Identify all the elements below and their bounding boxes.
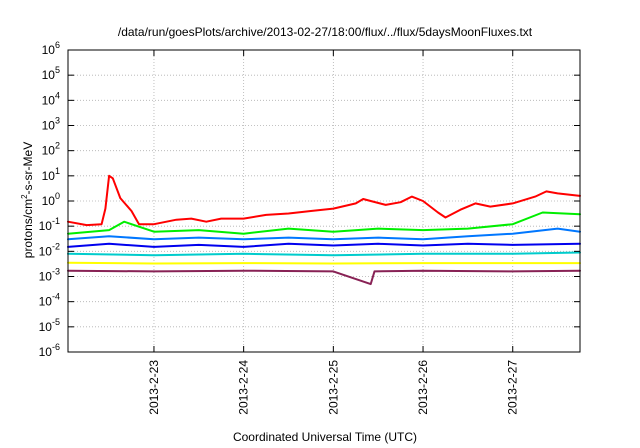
x-tick-label: 2013-2-26 xyxy=(416,360,430,415)
y-tick-label: 10-6 xyxy=(39,342,60,359)
y-tick-label: 106 xyxy=(42,40,60,57)
y-tick-label: 10-2 xyxy=(39,241,60,258)
y-tick-label: 104 xyxy=(42,90,60,107)
x-axis-title: Coordinated Universal Time (UTC) xyxy=(233,430,417,444)
series-group xyxy=(67,174,581,286)
y-tick-label: 10-4 xyxy=(39,292,60,309)
y-tick-label: 105 xyxy=(42,65,60,82)
series-line-3 xyxy=(67,227,581,241)
x-tick-label: 2013-2-25 xyxy=(326,360,340,415)
y-tick-label: 101 xyxy=(42,166,60,183)
y-tick-label: 10-1 xyxy=(39,216,60,233)
y-tick-label: 10-5 xyxy=(39,317,60,334)
y-axis-title-suffix: -s-sr-MeV xyxy=(21,142,35,195)
series-line-2 xyxy=(67,211,581,235)
y-tick-label: 102 xyxy=(42,141,60,158)
y-axis-title-superscript: 2 xyxy=(20,194,29,199)
y-tick-label: 100 xyxy=(42,191,60,208)
y-axis-title-prefix: protons/cm xyxy=(21,199,35,258)
x-tick-label: 2013-2-27 xyxy=(506,360,520,415)
axes: 10-6 10-5 10-4 10-3 10-2 10-1 100 101 102 103 104 1… xyxy=(39,40,580,415)
grid xyxy=(68,50,580,352)
series-line-7 xyxy=(67,269,581,286)
y-tick-label: 103 xyxy=(42,116,60,133)
chart-title: /data/run/goesPlots/archive/2013-02-27/1… xyxy=(118,25,533,39)
series-line-5 xyxy=(67,251,581,257)
x-tick-label: 2013-2-23 xyxy=(147,360,161,415)
y-tick-label: 10-3 xyxy=(39,267,60,284)
y-axis-title: protons/cm2-s-sr-MeV xyxy=(20,142,35,258)
series-line-6 xyxy=(67,261,581,265)
series-line-1 xyxy=(67,174,581,227)
x-tick-label: 2013-2-24 xyxy=(237,360,251,415)
series-line-4 xyxy=(67,242,581,248)
